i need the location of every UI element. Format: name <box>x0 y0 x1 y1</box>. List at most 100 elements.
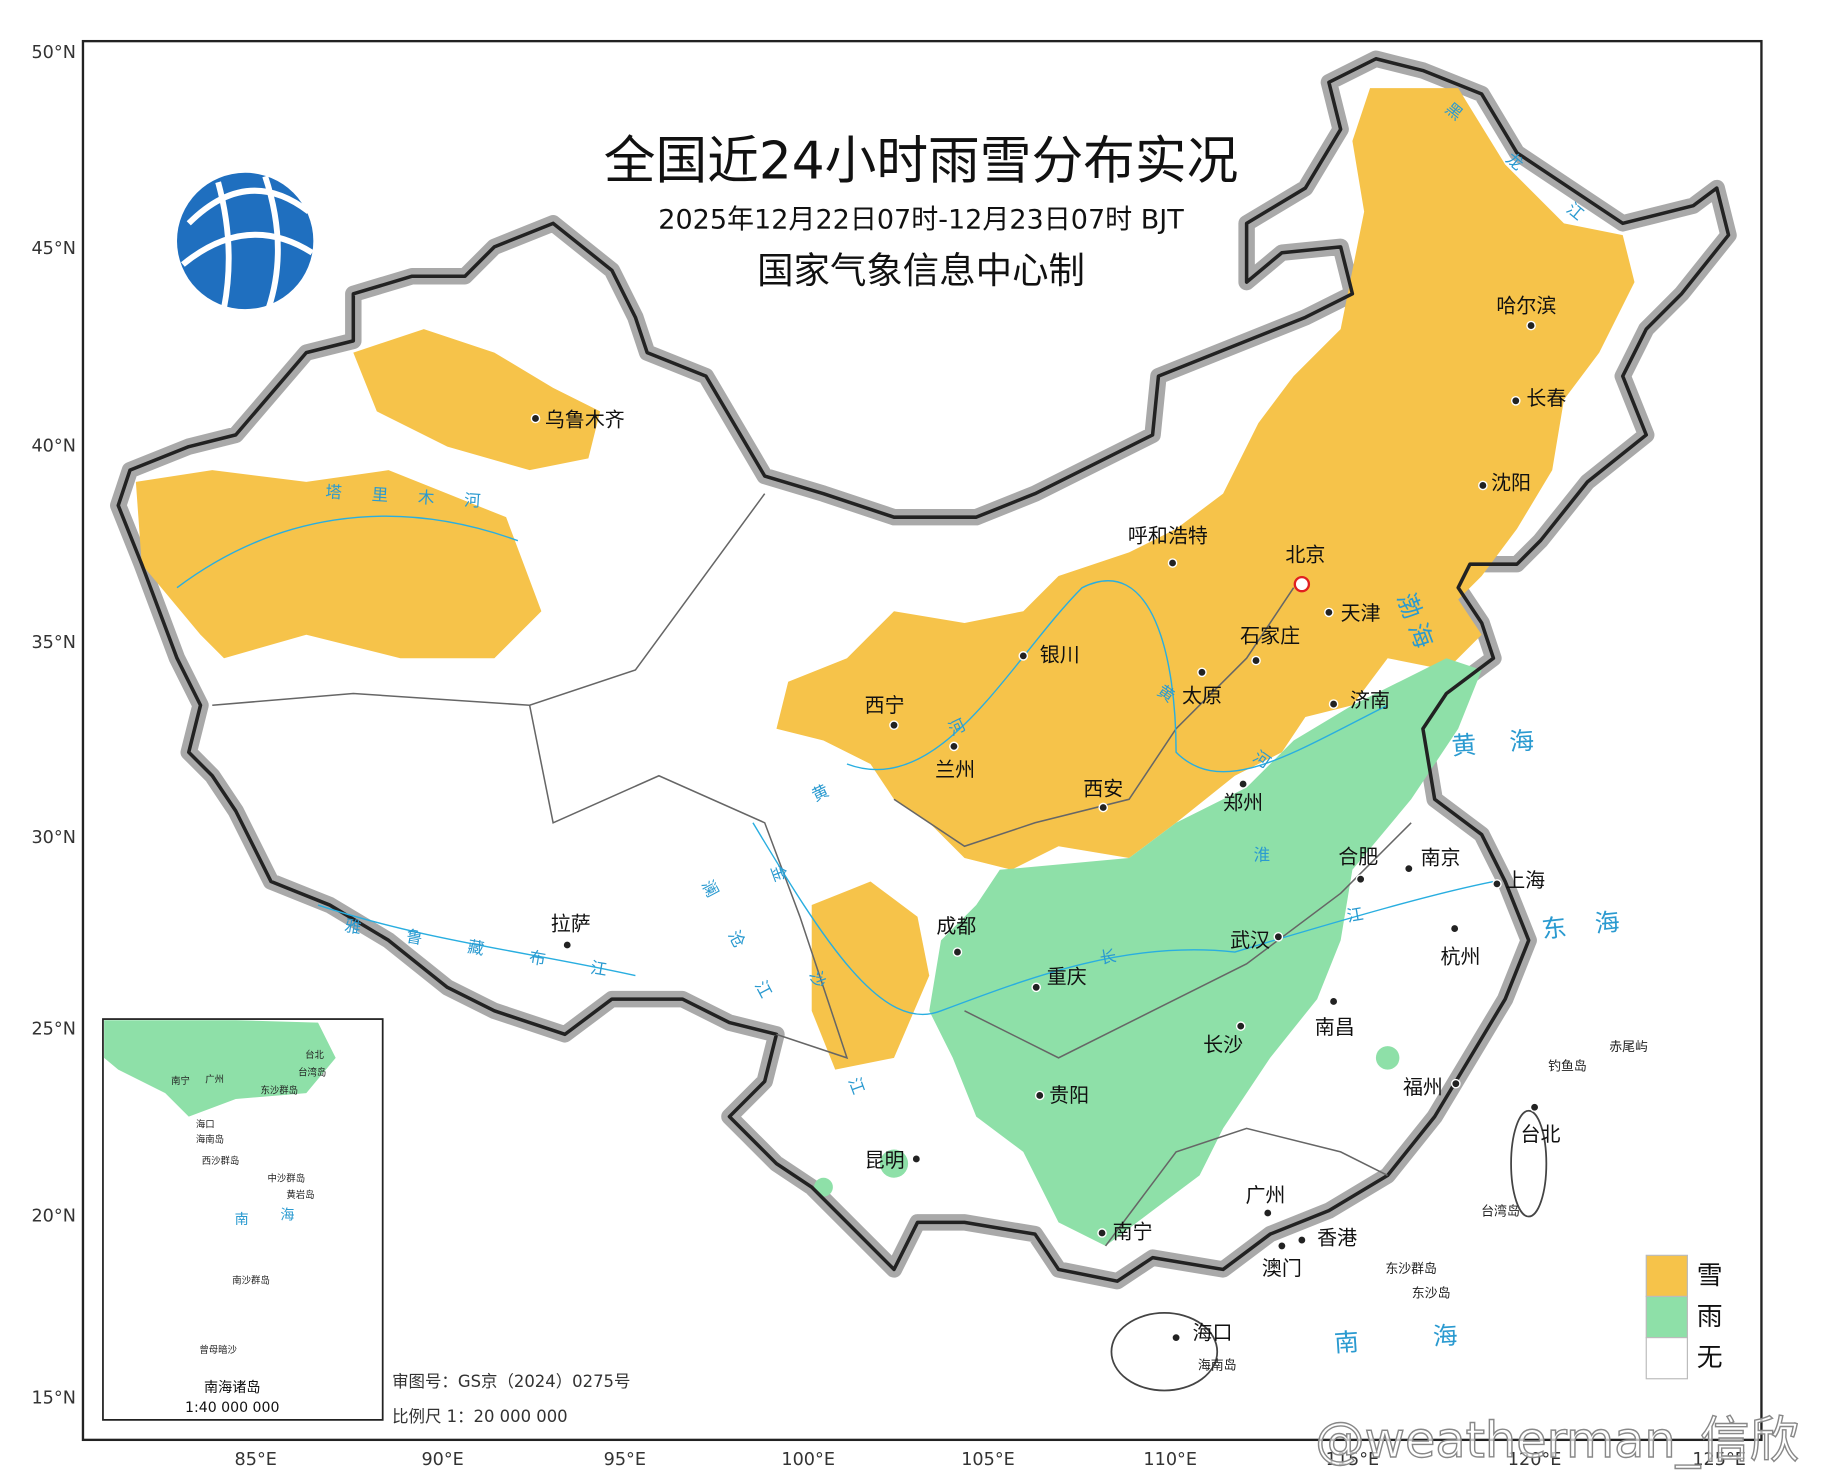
place-label: 台湾岛 <box>1481 1203 1520 1219</box>
lat-label: 40°N <box>31 437 75 457</box>
city-label: 武汉 <box>1230 928 1270 952</box>
city-dot <box>1031 982 1042 993</box>
lon-label: 115°E <box>1326 1450 1380 1470</box>
city-label: 杭州 <box>1441 944 1481 968</box>
city-label: 郑州 <box>1223 790 1263 814</box>
inset-label: 南宁 <box>171 1075 190 1087</box>
inset-label: 海口 <box>196 1118 215 1130</box>
city-label: 重庆 <box>1047 964 1087 988</box>
city-dot <box>1097 1228 1107 1238</box>
city-label: 西安 <box>1083 776 1123 800</box>
logo <box>177 172 314 310</box>
inset-label: 广州 <box>205 1074 224 1086</box>
logo-lines <box>181 175 314 309</box>
lon-label: 95°E <box>604 1450 646 1470</box>
city-label: 南京 <box>1421 846 1461 870</box>
place-label: 东沙群岛 <box>1385 1261 1437 1277</box>
title: 全国近24小时雨雪分布实况 <box>604 132 1239 192</box>
city-dot <box>1262 1208 1273 1218</box>
province-line <box>528 705 849 1060</box>
river-line <box>752 822 1494 1016</box>
inset-label: 曾母暗沙 <box>199 1344 237 1356</box>
city-dot <box>562 940 573 950</box>
city-dot <box>1324 607 1334 618</box>
city-dot <box>1018 651 1029 661</box>
lon-label: 100°E <box>781 1450 835 1470</box>
city-label: 哈尔滨 <box>1496 293 1556 317</box>
inset-title: 南海诸岛 <box>204 1380 260 1396</box>
city-label: 合肥 <box>1338 845 1378 869</box>
city-dot <box>1328 996 1339 1007</box>
rain-area <box>929 658 1482 1246</box>
city-dot <box>1328 699 1339 709</box>
lon-label: 125°E <box>1692 1450 1746 1470</box>
city-dot <box>1098 802 1109 813</box>
legend-label: 无 <box>1697 1343 1723 1373</box>
capital-marker <box>1293 575 1311 593</box>
city-label: 乌鲁木齐 <box>545 407 625 431</box>
lat-label: 35°N <box>31 633 75 653</box>
river-line <box>176 515 519 589</box>
producer: 国家气象信息中心制 <box>757 249 1085 292</box>
city-dot <box>1403 863 1414 874</box>
legend-label: 雪 <box>1697 1261 1723 1291</box>
city-label: 广州 <box>1245 1183 1285 1207</box>
city-label: 福州 <box>1403 1075 1443 1099</box>
snow-area <box>811 881 930 1070</box>
taiwan <box>1510 1109 1548 1218</box>
inset-label: 中沙群岛 <box>268 1172 306 1184</box>
river-label: 淮 <box>1254 845 1270 864</box>
city-label: 澳门 <box>1262 1256 1302 1280</box>
city-label: 沈阳 <box>1491 471 1531 495</box>
place-label: 东沙岛 <box>1412 1286 1451 1302</box>
city-dot <box>530 413 541 424</box>
city-label: 成都 <box>936 914 976 938</box>
lat-label: 30°N <box>31 828 75 848</box>
city-label: 兰州 <box>935 758 975 782</box>
city-dot <box>1171 1332 1181 1343</box>
lon-label: 105°E <box>961 1450 1015 1470</box>
inset-scale: 1:40 000 000 <box>185 1400 279 1416</box>
snow-area <box>135 470 542 659</box>
city-label: 呼和浩特 <box>1128 524 1208 548</box>
city-label: 石家庄 <box>1240 624 1300 648</box>
city-dot <box>1238 779 1248 789</box>
watermark: @weatherman_信欣 <box>1315 1411 1799 1469</box>
inset-label: 台北 <box>305 1049 324 1061</box>
river-line <box>317 904 636 977</box>
city-dot <box>1451 1078 1461 1089</box>
city-dot <box>1510 395 1521 406</box>
capital-label: 北京 <box>1285 542 1325 566</box>
city-dot <box>1492 879 1502 889</box>
legend-label: 雨 <box>1697 1302 1723 1332</box>
city-dot <box>1235 1021 1246 1031</box>
city-dot <box>1034 1090 1045 1101</box>
city-dot <box>1355 874 1366 885</box>
inset-label: 黄岩岛 <box>286 1189 314 1201</box>
province-line <box>1104 1127 1389 1247</box>
inset-label: 海 <box>280 1207 294 1223</box>
city-label: 长沙 <box>1203 1033 1243 1057</box>
lat-label: 15°N <box>31 1389 75 1409</box>
frame <box>81 39 1763 1442</box>
city-label: 银川 <box>1040 642 1080 666</box>
legend-swatch <box>1645 1337 1688 1380</box>
snow-area <box>776 88 1635 870</box>
city-dot <box>952 947 963 957</box>
city-label: 台北 <box>1520 1122 1560 1146</box>
subtitle: 2025年12月22日07时-12月23日07时 BJT <box>658 204 1184 235</box>
province-line <box>212 493 766 707</box>
place-label: 海南岛 <box>1198 1357 1237 1373</box>
lon-label: 85°E <box>235 1450 277 1470</box>
precip <box>135 88 1635 1246</box>
rain-area <box>1375 1046 1400 1070</box>
lon-label: 90°E <box>421 1450 463 1470</box>
city-label: 香港 <box>1317 1225 1357 1249</box>
province-lines <box>212 493 1412 1247</box>
city-dot <box>1478 480 1488 491</box>
province-line <box>964 822 1412 1059</box>
inset-label: 东沙群岛 <box>260 1084 298 1096</box>
city-dot <box>889 720 899 731</box>
city-dot <box>1251 655 1261 666</box>
